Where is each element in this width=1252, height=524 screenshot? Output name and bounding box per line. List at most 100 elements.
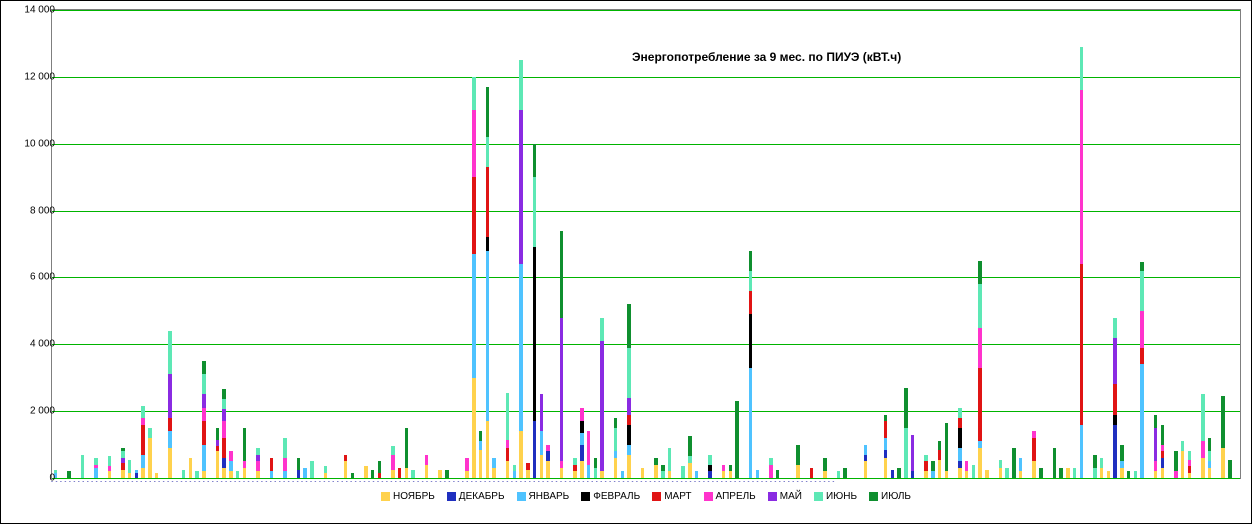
bar-segment (688, 463, 692, 478)
bar-segment (1201, 394, 1205, 441)
bar (1012, 448, 1016, 478)
bar-segment (884, 438, 888, 450)
chart-frame: Энергопотребление за 9 мес. по ПИУЭ (кВТ… (0, 0, 1252, 524)
bar-segment (924, 461, 928, 471)
bar-segment (486, 167, 490, 237)
bar-segment (479, 441, 483, 449)
bar (1100, 458, 1104, 478)
bar-segment (1154, 471, 1158, 478)
bar-segment (560, 231, 564, 318)
bar (681, 466, 685, 478)
bar (526, 463, 530, 478)
bar-segment (344, 461, 348, 478)
bar (135, 470, 139, 478)
bar-segment (1188, 466, 1192, 473)
bar-segment (1140, 311, 1144, 348)
bar-segment (938, 441, 942, 449)
bar (94, 458, 98, 478)
legend-item: АПРЕЛЬ (704, 491, 756, 502)
bar-segment (121, 448, 125, 451)
bar-segment (627, 348, 631, 398)
bar (735, 401, 739, 478)
bar-segment (141, 468, 145, 478)
bar-segment (627, 304, 631, 347)
bar-segment (924, 471, 928, 478)
bar-segment (135, 470, 139, 473)
bar-segment (121, 470, 125, 478)
legend-item: ФЕВРАЛЬ (581, 491, 640, 502)
bar (810, 468, 814, 478)
plot-area: Энергопотребление за 9 мес. по ПИУЭ (кВТ… (51, 9, 1241, 479)
legend-swatch (581, 492, 590, 501)
bar-segment (540, 431, 544, 454)
bar-segment (283, 458, 287, 471)
bar (722, 465, 726, 478)
bar-segment (202, 421, 206, 444)
bar (1107, 471, 1111, 478)
bar-segment (823, 458, 827, 471)
bar-segment (391, 455, 395, 470)
bar-segment (121, 458, 125, 463)
bar-segment (168, 374, 172, 417)
bar-segment (202, 471, 206, 478)
bar (891, 470, 895, 478)
bar-segment (519, 110, 523, 264)
bar-segment (182, 470, 186, 478)
bar (924, 455, 928, 478)
legend-label: ЯНВАРЬ (529, 491, 570, 502)
bar-segment (614, 418, 618, 428)
bar-segment (627, 445, 631, 455)
bar (965, 461, 969, 478)
bar (202, 361, 206, 478)
bar-segment (708, 471, 712, 478)
bar (1221, 396, 1225, 478)
bar-segment (506, 440, 510, 448)
y-tick-label: 6 000 (30, 272, 55, 283)
bar-segment (445, 470, 449, 478)
bar-segment (465, 458, 469, 471)
bar-segment (1134, 471, 1138, 478)
bar-segment (958, 448, 962, 461)
bar-segment (135, 473, 139, 478)
bar-segment (749, 271, 753, 291)
bar-segment (749, 368, 753, 478)
bar-segment (222, 399, 226, 409)
bar-segment (492, 468, 496, 478)
bar (229, 451, 233, 478)
bar (1161, 425, 1165, 478)
bar-segment (486, 87, 490, 137)
y-tick-label: 2 000 (30, 406, 55, 417)
bar (236, 471, 240, 478)
bar (668, 448, 672, 478)
bar-segment (405, 428, 409, 468)
bar-segment (256, 471, 260, 478)
bar (128, 460, 132, 478)
bar (776, 470, 780, 478)
bar-segment (222, 458, 226, 468)
bar-segment (1059, 468, 1063, 478)
bar-segment (472, 254, 476, 378)
bar (938, 441, 942, 478)
bar-segment (1140, 364, 1144, 478)
legend-label: ДЕКАБРЬ (459, 491, 505, 502)
bar-segment (283, 471, 287, 478)
bar-segment (216, 446, 220, 451)
bar (216, 428, 220, 478)
bar-segment (270, 471, 274, 478)
bar-segment (533, 247, 537, 421)
bar-segment (695, 471, 699, 478)
bar (472, 77, 476, 478)
bar (1127, 471, 1131, 478)
bar (621, 471, 625, 478)
bar-segment (965, 471, 969, 478)
bar-segment (148, 428, 152, 438)
bar (1120, 445, 1124, 478)
legend-label: АПРЕЛЬ (716, 491, 756, 502)
bar-segment (195, 471, 199, 478)
bar-segment (641, 468, 645, 478)
bar-segment (864, 445, 868, 455)
bar (540, 394, 544, 478)
bar-segment (661, 471, 665, 478)
bar-segment (472, 110, 476, 177)
bar-segment (1181, 451, 1185, 478)
